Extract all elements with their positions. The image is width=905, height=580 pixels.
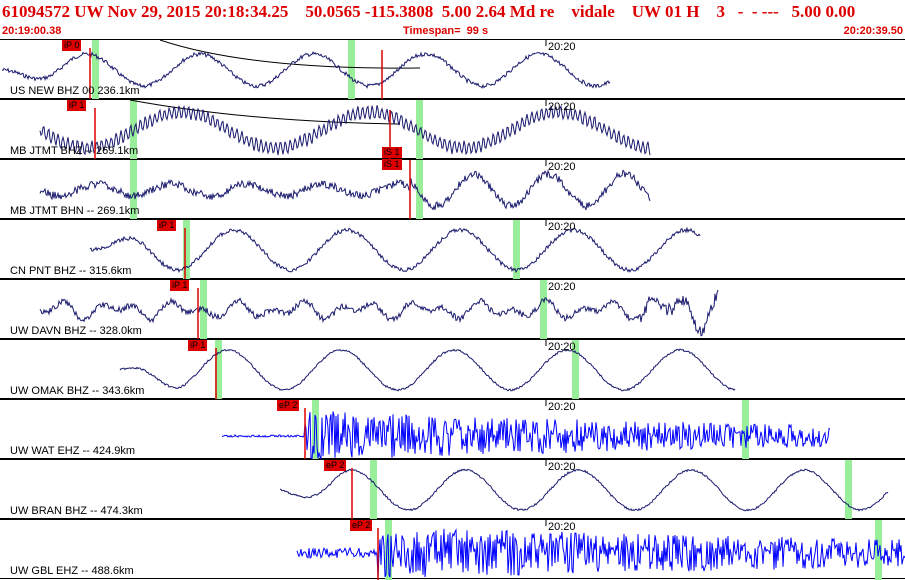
phase-pick-label[interactable]: eP 2 [350, 520, 373, 531]
waveform-canvas [221, 400, 831, 460]
predicted-arrival-marker [572, 340, 579, 400]
minute-label: 20:20 [548, 341, 576, 353]
predicted-arrival-marker [742, 400, 749, 460]
phase-pick-label[interactable]: eP 2 [324, 460, 347, 471]
end-time: 20:20:39.50 [843, 25, 903, 37]
waveform-trace [1, 51, 611, 89]
waveform-trace [39, 169, 651, 211]
predicted-arrival-marker [312, 400, 319, 460]
channel-label: US NEW BHZ 00 236.1km [10, 85, 140, 97]
seismogram-panel[interactable]: 20:20 iP 1 UW DAVN BHZ -- 328.0km [0, 279, 905, 340]
seismogram-panel[interactable]: 20:20 iP 1 UW OMAK BHZ -- 343.6km [0, 339, 905, 400]
phase-pick-label[interactable]: iP 1 [67, 100, 87, 111]
channel-label: UW DAVN BHZ -- 328.0km [10, 325, 142, 337]
seismogram-stack[interactable]: 20:20 iP 0 US NEW BHZ 00 236.1km 20:20 iP 1 i… [0, 39, 905, 580]
phase-pick-label[interactable]: iP 1 [170, 280, 190, 291]
predicted-arrival-marker [130, 160, 137, 220]
waveform-canvas [89, 220, 701, 280]
channel-label: UW BRAN BHZ -- 474.3km [10, 505, 143, 517]
travel-time-curve [159, 40, 421, 69]
predicted-arrival-marker [92, 40, 99, 100]
predicted-arrival-marker [370, 460, 377, 520]
seismogram-panel[interactable]: 20:20 eP 2 UW GBL EHZ -- 488.6km [0, 519, 905, 580]
seismogram-panel[interactable]: 20:20 eP 2 UW BRAN BHZ -- 474.3km [0, 459, 905, 520]
predicted-arrival-marker [215, 340, 222, 400]
waveform-trace [279, 468, 889, 512]
minute-label: 20:20 [548, 461, 576, 473]
timespan-readout: Timespan= 99 s [403, 25, 489, 37]
waveform-trace [221, 411, 831, 460]
channel-label: UW GBL EHZ -- 488.6km [10, 565, 134, 577]
channel-label: MB JTMT BHZ -- 269.1km [10, 145, 139, 157]
seismogram-panel[interactable]: 20:20 iP 1 iS 1 MB JTMT BHZ -- 269.1km [0, 99, 905, 160]
seismogram-panel[interactable]: 20:20 eP 2 UW WAT EHZ -- 424.9km [0, 399, 905, 460]
waveform-canvas [39, 280, 719, 340]
start-time: 20:19:00.38 [2, 25, 62, 37]
predicted-arrival-marker [183, 220, 190, 280]
minute-label: 20:20 [548, 281, 576, 293]
channel-label: MB JTMT BHN -- 269.1km [10, 205, 140, 217]
predicted-arrival-marker [875, 520, 882, 580]
minute-label: 20:20 [548, 401, 576, 413]
channel-label: UW WAT EHZ -- 424.9km [10, 445, 136, 457]
predicted-arrival-marker [845, 460, 852, 520]
waveform-trace [39, 289, 719, 337]
seismogram-panel[interactable]: 20:20 iS 1 MB JTMT BHN -- 269.1km [0, 159, 905, 220]
predicted-arrival-marker [513, 220, 520, 280]
channel-label: UW OMAK BHZ -- 343.6km [10, 385, 145, 397]
seismogram-panel[interactable]: 20:20 iP 0 US NEW BHZ 00 236.1km [0, 39, 905, 100]
phase-pick-label[interactable]: iP 0 [62, 40, 82, 51]
waveform-canvas [119, 340, 736, 400]
predicted-arrival-marker [416, 160, 423, 220]
minute-label: 20:20 [548, 101, 576, 113]
waveform-canvas [279, 460, 889, 520]
event-title: 61094572 UW Nov 29, 2015 20:18:34.25 50.… [2, 2, 856, 21]
phase-pick-label[interactable]: iP 1 [157, 220, 177, 231]
event-header: 61094572 UW Nov 29, 2015 20:18:34.25 50.… [0, 0, 905, 39]
waveform-canvas [1, 40, 611, 100]
waveform-trace [39, 104, 651, 156]
minute-label: 20:20 [548, 41, 576, 53]
secondary-pick-label[interactable]: iS 1 [382, 147, 402, 158]
minute-label: 20:20 [548, 221, 576, 233]
waveform-canvas [39, 160, 651, 220]
phase-pick-label[interactable]: eP 2 [277, 400, 300, 411]
channel-label: CN PNT BHZ -- 315.6km [10, 265, 132, 277]
seismogram-panel[interactable]: 20:20 iP 1 CN PNT BHZ -- 315.6km [0, 219, 905, 280]
predicted-arrival-marker [348, 40, 355, 100]
waveform-canvas [296, 520, 905, 580]
minute-label: 20:20 [548, 521, 576, 533]
travel-time-curve [129, 100, 401, 125]
waveform-trace [296, 528, 905, 578]
predicted-arrival-marker [540, 280, 547, 340]
minute-label: 20:20 [548, 161, 576, 173]
phase-pick-label[interactable]: iP 1 [188, 340, 208, 351]
phase-pick-label[interactable]: iS 1 [382, 159, 402, 170]
waveform-trace [119, 348, 736, 392]
waveform-trace [89, 226, 701, 274]
predicted-arrival-marker [130, 100, 137, 160]
